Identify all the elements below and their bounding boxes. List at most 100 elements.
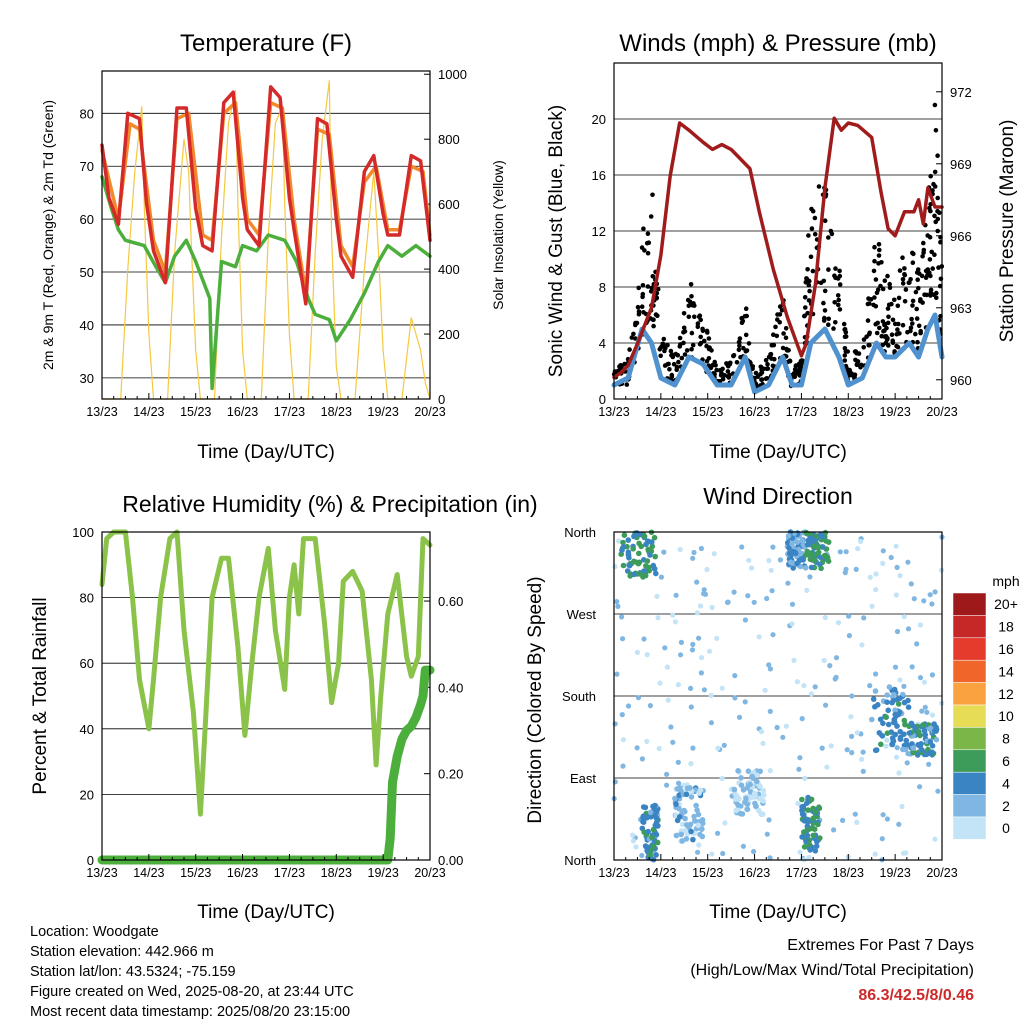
direction-point [901, 614, 907, 620]
direction-point [638, 543, 644, 550]
direction-point [630, 838, 637, 844]
direction-point [721, 742, 727, 748]
direction-point [894, 628, 901, 635]
direction-point [719, 775, 725, 782]
gust-point [892, 297, 897, 303]
gust-point [937, 283, 943, 289]
gust-point [805, 267, 810, 272]
direction-point [812, 848, 819, 854]
gust-point [928, 173, 933, 179]
direction-point [906, 730, 913, 736]
gust-point [737, 340, 742, 345]
direction-point [846, 613, 852, 619]
gust-point [909, 316, 914, 322]
gust-point [750, 364, 756, 369]
direction-point [647, 703, 654, 709]
direction-point [653, 819, 660, 826]
direction-point [819, 745, 825, 751]
gust-point [921, 240, 926, 246]
direction-point [664, 771, 670, 777]
gust-point [928, 273, 933, 279]
direction-point [673, 832, 680, 839]
direction-point [823, 702, 829, 708]
speed-legend-label: 4 [1002, 775, 1010, 791]
direction-point [745, 768, 752, 774]
direction-point [801, 844, 808, 850]
direction-points [611, 529, 945, 863]
gust-point [910, 260, 916, 266]
direction-point [732, 695, 738, 701]
direction-point [672, 795, 678, 802]
direction-point [658, 574, 665, 580]
direction-point [673, 801, 679, 807]
direction-point [806, 841, 813, 848]
gust-point [826, 235, 831, 240]
direction-x-tick-label: 17/23 [786, 866, 817, 880]
gust-point [681, 311, 687, 316]
direction-point [650, 843, 657, 850]
rh-left-tick-label: 20 [80, 787, 94, 802]
gust-point [771, 342, 777, 348]
gust-point [649, 285, 655, 291]
direction-point [744, 806, 751, 813]
direction-point [690, 555, 696, 561]
direction-point [929, 672, 936, 678]
speed-legend-swatch [952, 592, 987, 616]
gust-point [684, 348, 690, 353]
direction-point [752, 800, 758, 807]
gust-point [918, 330, 923, 336]
direction-point [885, 721, 892, 728]
location-text: Location: Woodgate [30, 924, 159, 940]
precip-right-tick-label: 0.00 [438, 853, 463, 868]
rh-left-axis-label: Percent & Total Rainfall [30, 597, 51, 794]
gust-point [935, 228, 940, 234]
gust-point [759, 370, 765, 375]
gust-point [719, 370, 724, 376]
direction-point [766, 817, 772, 823]
direction-point [895, 701, 902, 707]
direction-point [808, 564, 815, 571]
rh-x-axis-label: Time (Day/UTC) [197, 902, 335, 923]
direction-point [630, 832, 636, 838]
rh-x-tick-label: 13/23 [86, 866, 117, 880]
gust-point [741, 345, 746, 351]
gust-point [832, 300, 837, 305]
gust-point [837, 307, 843, 312]
direction-point [893, 592, 899, 598]
direction-point [615, 603, 621, 610]
gust-point [894, 331, 900, 337]
speed-legend-swatch [952, 615, 987, 639]
direction-point [785, 533, 792, 539]
gust-point [725, 374, 731, 379]
direction-point [695, 849, 701, 855]
direction-point [914, 641, 920, 647]
gust-point [822, 308, 828, 313]
gust-point [707, 345, 712, 350]
gust-point [690, 342, 696, 348]
gust-point [918, 297, 923, 302]
direction-point [736, 714, 743, 720]
direction-point [620, 544, 627, 550]
wind-x-tick-label: 13/23 [598, 405, 629, 419]
direction-point [880, 720, 886, 727]
direction-point [901, 850, 907, 856]
speed-legend-swatch [952, 816, 987, 840]
direction-point [917, 784, 923, 790]
gust-point [743, 306, 749, 312]
gust-point [883, 340, 889, 346]
gust-point [851, 372, 856, 377]
gust-point [836, 297, 841, 303]
temp-x-tick-label: 17/23 [274, 405, 305, 419]
elevation-text: Station elevation: 442.966 m [30, 944, 214, 960]
gust-point [648, 214, 654, 219]
wind-x-axis-label: Time (Day/UTC) [709, 442, 847, 463]
gust-point [689, 330, 695, 336]
direction-point [825, 539, 832, 545]
direction-point [625, 549, 632, 555]
direction-point [812, 684, 818, 690]
created-text: Figure created on Wed, 2025-08-20, at 23… [30, 984, 354, 1000]
gust-point [826, 316, 831, 322]
speed-legend-label: 18 [998, 619, 1014, 635]
direction-point [756, 795, 763, 802]
